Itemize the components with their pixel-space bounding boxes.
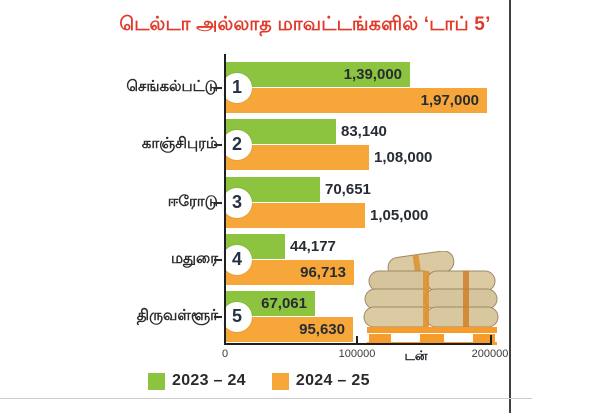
column-divider-rule bbox=[509, 0, 511, 413]
grain-sacks-illustration bbox=[363, 251, 499, 345]
rank-badge: 2 bbox=[222, 129, 252, 160]
category-tick bbox=[214, 143, 222, 146]
category-tick bbox=[214, 201, 222, 204]
category-tick bbox=[214, 258, 222, 261]
value-label: 44,177 bbox=[290, 238, 336, 255]
bar-2024-25 bbox=[226, 88, 487, 113]
value-label: 1,97,000 bbox=[420, 92, 479, 109]
rank-badge: 3 bbox=[222, 187, 252, 218]
legend-item-2024-25: 2024 – 25 bbox=[271, 372, 370, 390]
value-label: 96,713 bbox=[300, 264, 346, 281]
rank-badge: 1 bbox=[222, 72, 252, 103]
legend: 2023 – 24 2024 – 25 bbox=[148, 372, 370, 390]
value-label: 70,651 bbox=[325, 181, 371, 198]
x-axis-unit-label: டன் bbox=[404, 348, 428, 363]
category-label: மதுரை bbox=[170, 249, 218, 267]
legend-swatch-2024-25 bbox=[271, 372, 289, 390]
value-label: 83,140 bbox=[341, 123, 387, 140]
bar-2023-24 bbox=[226, 62, 410, 87]
category-tick bbox=[214, 315, 222, 318]
value-label: 95,630 bbox=[299, 321, 345, 338]
x-axis-tick-100000 bbox=[356, 336, 358, 344]
legend-label-2024-25: 2024 – 25 bbox=[295, 372, 370, 389]
value-label: 1,08,000 bbox=[374, 149, 433, 166]
value-label: 67,061 bbox=[261, 295, 307, 312]
category-label: செங்கல்பட்டு bbox=[126, 77, 218, 95]
y-axis-line bbox=[224, 54, 226, 345]
rank-badge: 5 bbox=[222, 301, 252, 332]
x-tick-label-200000: 200000 bbox=[471, 348, 509, 360]
x-tick-label-0: 0 bbox=[221, 348, 229, 360]
legend-item-2023-24: 2023 – 24 bbox=[148, 372, 246, 390]
category-label: திருவள்ளூர் bbox=[136, 306, 218, 324]
value-label: 1,05,000 bbox=[370, 207, 429, 224]
x-tick-label-100000: 100000 bbox=[338, 348, 376, 360]
x-axis-tick-200000 bbox=[490, 335, 492, 344]
rank-badge: 4 bbox=[222, 244, 252, 275]
category-label: காஞ்சிபுரம் bbox=[141, 134, 218, 152]
bottom-divider-rule bbox=[0, 398, 532, 399]
chart-title: டெல்டா அல்லாத மாவட்டங்களில் ‘டாப் 5’ bbox=[119, 14, 491, 35]
category-tick bbox=[214, 86, 222, 89]
x-axis-line bbox=[224, 343, 492, 345]
category-label: ஈரோடு bbox=[167, 192, 218, 210]
value-label: 1,39,000 bbox=[343, 66, 402, 83]
legend-swatch-2023-24 bbox=[148, 372, 165, 390]
legend-label-2023-24: 2023 – 24 bbox=[172, 372, 246, 389]
